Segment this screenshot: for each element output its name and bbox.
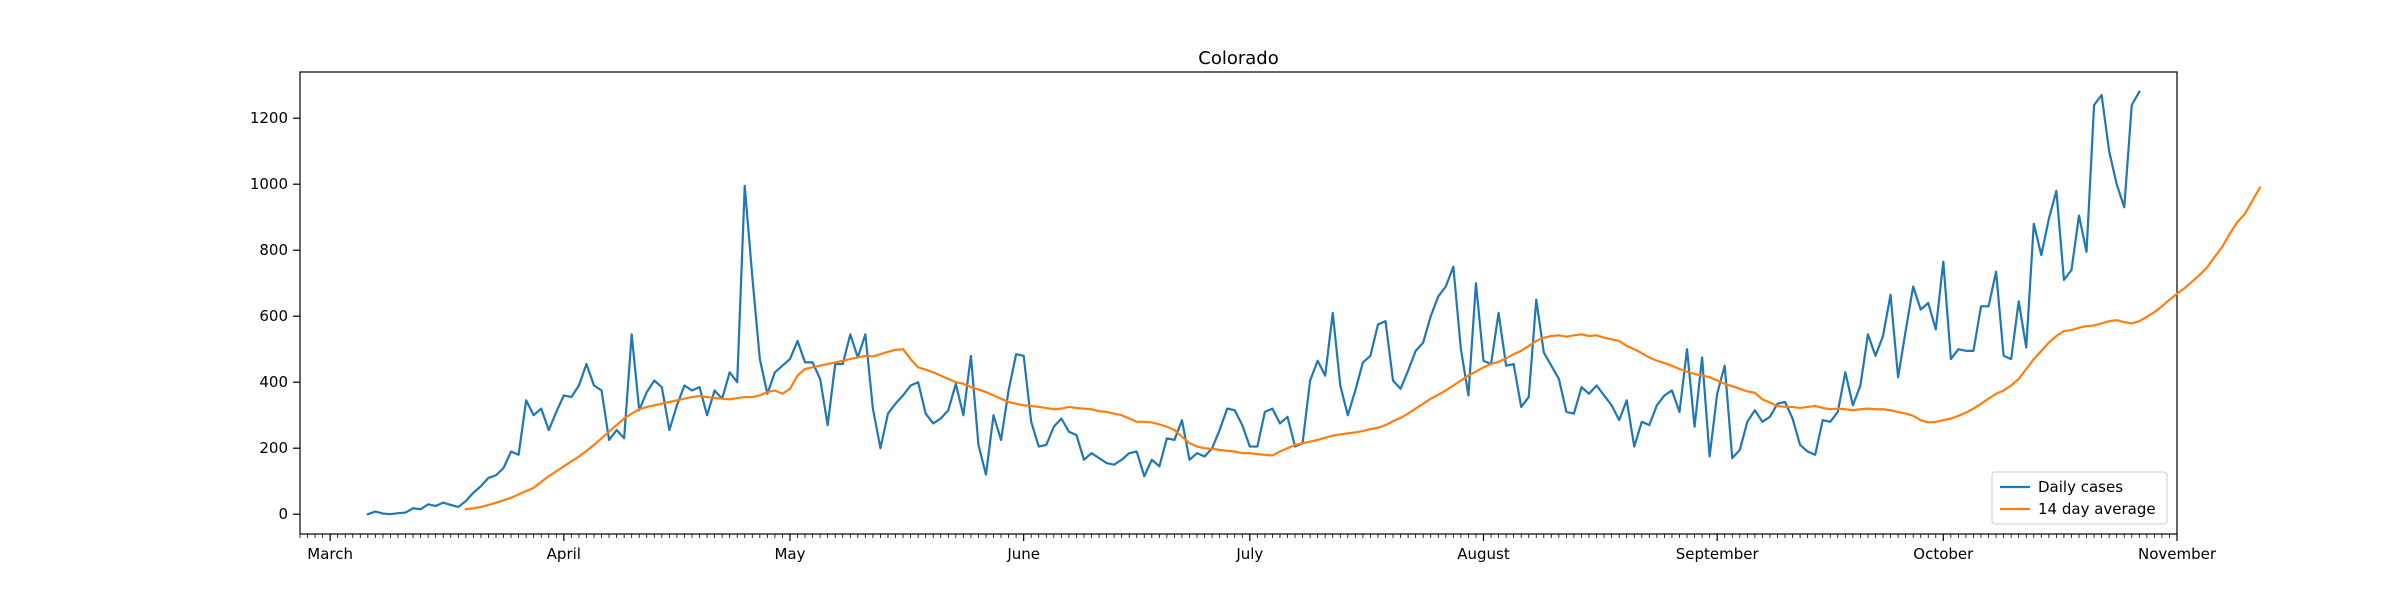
legend-label: 14 day average <box>2038 500 2156 518</box>
x-axis: March April May June July August September Octo… <box>299 534 2217 563</box>
x-tick-label: May <box>774 545 805 563</box>
chart-title: Colorado <box>1198 48 1278 69</box>
y-axis: 0 200 400 600 800 1000 1200 <box>250 109 300 523</box>
y-tick-label: 600 <box>259 307 288 325</box>
legend: Daily cases 14 day average <box>1991 471 2168 525</box>
x-tick-label: July <box>1235 545 1263 563</box>
series-layer <box>366 90 2262 516</box>
x-tick-label: June <box>1006 545 1040 563</box>
x-tick-label: August <box>1457 545 1510 563</box>
y-tick-label: 800 <box>259 241 288 259</box>
y-tick-label: 400 <box>259 373 288 391</box>
x-tick-label: September <box>1676 545 1760 563</box>
x-tick-label: November <box>2138 545 2217 563</box>
plot-frame <box>299 71 2178 535</box>
series-line-1 <box>464 185 2262 511</box>
y-tick-label: 200 <box>259 439 288 457</box>
y-tick-label: 0 <box>278 505 288 523</box>
legend-box <box>1991 471 2168 525</box>
x-tick-label: October <box>1913 545 1974 563</box>
y-tick-label: 1200 <box>250 109 288 127</box>
y-tick-label: 1000 <box>250 175 288 193</box>
legend-label: Daily cases <box>2038 478 2123 496</box>
series-line-0 <box>366 90 2141 516</box>
x-tick-label: April <box>547 545 581 563</box>
x-tick-label: March <box>307 545 353 563</box>
